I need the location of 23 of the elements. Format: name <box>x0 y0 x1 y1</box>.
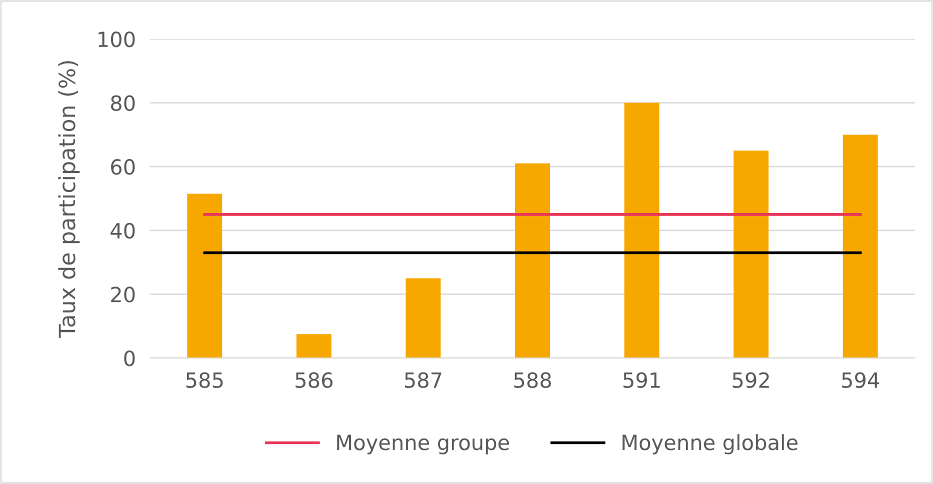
legend-label: Moyenne globale <box>622 434 798 454</box>
bar <box>842 134 878 358</box>
bar <box>187 194 222 358</box>
x-tick-label: 586 <box>296 372 332 388</box>
y-tick-label: 0 <box>124 350 135 366</box>
legend-label: Moyenne groupe <box>337 434 510 454</box>
x-tick-label: 594 <box>842 372 880 388</box>
y-tick-label: 20 <box>111 286 135 302</box>
y-tick-label: 40 <box>110 222 135 239</box>
x-tick-label: 591 <box>624 372 660 388</box>
x-tick-label: 592 <box>732 372 769 388</box>
y-tick-label: 60 <box>111 159 135 175</box>
bar <box>515 163 550 358</box>
bar <box>406 278 441 358</box>
x-tick-label: 588 <box>514 372 551 388</box>
bar <box>296 334 332 358</box>
y-tick-label: 100 <box>98 31 135 48</box>
y-tick-label: 80 <box>111 95 135 112</box>
bar <box>624 102 660 358</box>
x-tick-label: 585 <box>186 372 223 388</box>
x-tick-label: 587 <box>404 372 442 388</box>
bar <box>734 150 769 358</box>
y-axis-title: Taux de participation (%) <box>58 61 80 338</box>
